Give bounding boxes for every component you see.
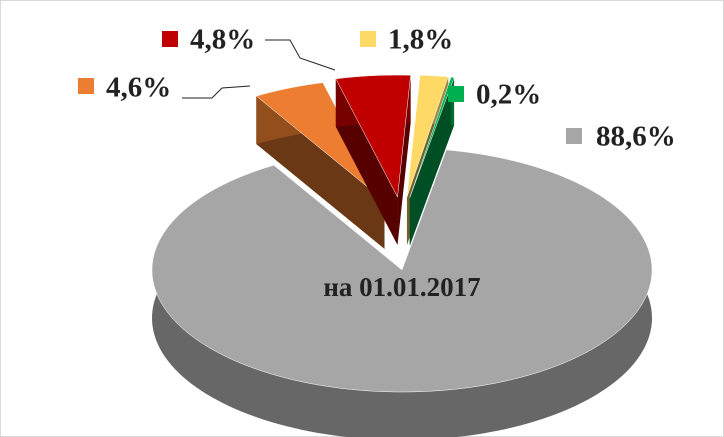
leader-line [265,39,336,71]
slice [409,76,455,198]
leader-line [182,85,251,99]
slice [255,82,385,202]
label-marker [448,86,464,102]
label-marker [162,31,178,47]
data-label: 88,6% [596,121,676,153]
data-label: 0,2% [476,79,541,111]
data-label: 4,8% [190,24,255,56]
data-label: 4,6% [106,72,171,104]
pie [151,74,653,437]
slice [406,75,449,198]
data-label: 1,8% [388,24,453,56]
label-marker [78,78,94,94]
label-marker [360,31,376,47]
slice [151,149,653,393]
label-marker [566,128,582,144]
slice [335,74,411,198]
annotation: на 01.01.2017 [323,272,480,302]
slice-wall [409,77,455,246]
